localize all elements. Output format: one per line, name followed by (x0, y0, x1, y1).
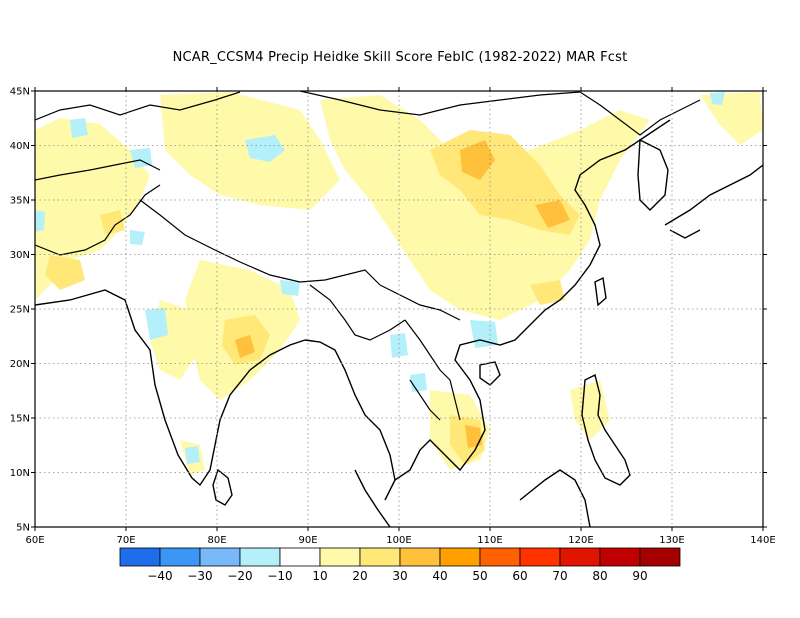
laos-vietnam-border (404, 319, 461, 421)
korea-coast (637, 138, 669, 211)
lon-tick-label: 70E (116, 535, 135, 546)
lon-tick-label: 110E (477, 535, 502, 546)
colorbar-label: 60 (512, 569, 527, 583)
colorbar-label: 80 (592, 569, 607, 583)
colorbar-label: −40 (147, 569, 172, 583)
lon-tick-label: 140E (750, 535, 775, 546)
hainan-coast (479, 361, 501, 386)
borneo-coast (519, 469, 591, 527)
map-title: NCAR_CCSM4 Precip Heidke Skill Score Feb… (172, 50, 628, 65)
colorbar-swatch (119, 547, 161, 567)
skill-negative-areas (35, 92, 725, 464)
sumatra-coast (354, 469, 391, 527)
lat-tick-label: 15N (10, 414, 30, 425)
lon-tick-label: 100E (386, 535, 411, 546)
colorbar-label: 30 (392, 569, 407, 583)
coastlines-borders (35, 91, 763, 527)
central-asia-border (35, 91, 241, 121)
colorbar-swatch (239, 547, 281, 567)
skill-30-40-areas (235, 140, 570, 448)
lat-tick-label: 20N (10, 359, 30, 370)
lat-tick-label: 40N (10, 141, 30, 152)
lat-tick-label: 5N (16, 523, 30, 534)
india-coastline (35, 289, 306, 487)
latitude-tick-labels: 5N 10N 15N 20N 25N 30N 35N 40N 45N (10, 87, 30, 534)
colorbar-swatch (279, 547, 321, 567)
lon-tick-label: 60E (25, 535, 44, 546)
colorbar-label: 10 (312, 569, 327, 583)
china-south-border (379, 284, 461, 321)
longitude-tick-labels: 60E 70E 80E 90E 100E 110E 120E 130E 140E (25, 535, 775, 546)
himalaya-border (139, 199, 381, 286)
se-asia-coast (304, 339, 396, 501)
gridlines (35, 91, 763, 527)
colorbar-label: 20 (352, 569, 367, 583)
colorbar-swatch (519, 547, 561, 567)
lon-tick-label: 120E (568, 535, 593, 546)
lat-tick-label: 35N (10, 196, 30, 207)
colorbar-label: −20 (227, 569, 252, 583)
colorbar-swatch (319, 547, 361, 567)
lon-tick-label: 80E (207, 535, 226, 546)
mongolia-border (299, 91, 581, 116)
colorbar-label: 50 (472, 569, 487, 583)
japan-coast (664, 164, 763, 226)
colorbar-swatch (399, 547, 441, 567)
colorbar-label: 90 (632, 569, 647, 583)
colorbar-swatch (639, 547, 681, 567)
manchuria-border (579, 91, 701, 136)
colorbar-swatch (199, 547, 241, 567)
philippines-coast (581, 373, 631, 486)
colorbar-swatch (439, 547, 481, 567)
lat-tick-label: 45N (10, 87, 30, 98)
colorbar-label: 70 (552, 569, 567, 583)
colorbar-label: −30 (187, 569, 212, 583)
afghan-border (35, 159, 161, 181)
colorbar-swatch (159, 547, 201, 567)
lat-tick-label: 10N (10, 468, 30, 479)
colorbar-swatch (599, 547, 641, 567)
shading-layer (35, 92, 763, 475)
colorbar-swatch (559, 547, 601, 567)
indochina-coast (394, 119, 671, 481)
taiwan-coast (594, 276, 607, 307)
lon-tick-label: 130E (659, 535, 684, 546)
colorbar-swatch (359, 547, 401, 567)
lat-tick-label: 30N (10, 250, 30, 261)
lon-tick-label: 90E (298, 535, 317, 546)
colorbar-swatch (479, 547, 521, 567)
tick-marks (31, 87, 767, 531)
colorbar-label: −10 (267, 569, 292, 583)
pakistan-border (35, 184, 161, 256)
sri-lanka-coast (212, 468, 233, 506)
colorbar-labels: −40 −30 −20 −10 10 20 30 40 50 60 70 80 90 (147, 569, 647, 583)
thai-cambodia-border (409, 379, 441, 421)
myanmar-border (309, 284, 406, 341)
lat-tick-label: 25N (10, 305, 30, 316)
colorbar-label: 40 (432, 569, 447, 583)
colorbar (119, 547, 681, 567)
